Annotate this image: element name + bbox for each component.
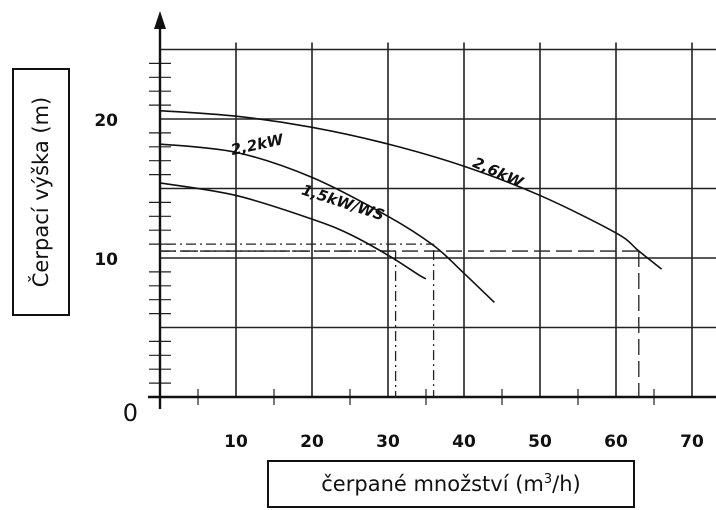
x-tick-label: 10	[224, 432, 248, 452]
y-tick-label: 20	[94, 111, 118, 131]
x-tick-label: 50	[528, 432, 552, 452]
series-label: 2,6kW	[470, 153, 527, 192]
pump-curve	[159, 109, 663, 270]
grid	[160, 42, 716, 397]
y-axis-label-box: Čerpací výška (m)	[12, 68, 70, 316]
pump-curve	[159, 182, 427, 280]
x-tick-label: 40	[452, 432, 476, 452]
y-axis-arrow	[154, 11, 166, 29]
operating-point-lines	[160, 243, 640, 397]
x-tick-label: 30	[376, 432, 400, 452]
series-label: 2,2kW	[229, 130, 286, 159]
x-axis-label-box: čerpané množství (m3/h)	[267, 460, 635, 508]
x-axis-label-superscript: 3	[543, 472, 553, 487]
x-axis-label: čerpané množství (m3/h)	[321, 472, 581, 496]
x-tick-label: 60	[604, 432, 628, 452]
x-tick-label: 70	[680, 432, 704, 452]
axes	[148, 11, 716, 409]
y-axis-label: Čerpací výška (m)	[29, 96, 53, 288]
origin-label: 0	[123, 399, 138, 427]
x-tick-label: 20	[300, 432, 324, 452]
tick-labels: 10 20 30 40 50 60 70 10 20 0	[94, 111, 704, 452]
y-tick-label: 10	[94, 250, 118, 270]
pump-curve	[159, 143, 495, 304]
